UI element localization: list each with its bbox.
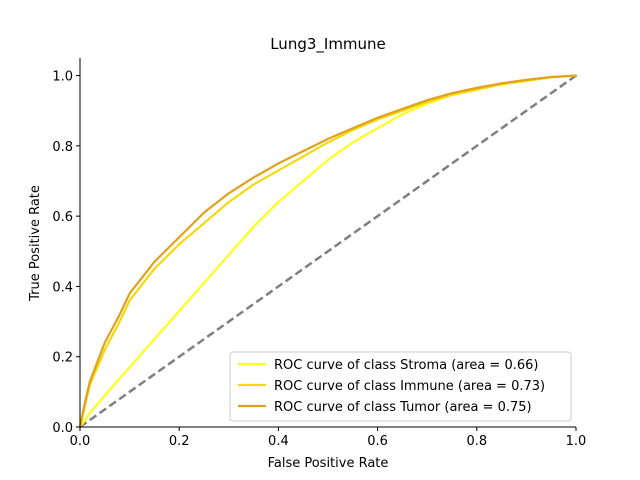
x-axis-label: False Positive Rate (268, 456, 389, 471)
y-tick-label: 1.0 (52, 70, 73, 85)
chance-reference-line (79, 74, 577, 429)
y-axis-label: True Positive Rate (28, 185, 43, 302)
x-tick-label: 0.6 (367, 434, 388, 449)
y-tick-label: 0.2 (52, 351, 73, 366)
y-tick-label: 0.8 (52, 140, 73, 155)
x-ticks: 0.0 0.2 0.4 0.6 0.8 1.0 (70, 427, 587, 449)
plot-area: 0.0 0.2 0.4 0.6 0.8 1.0 0.0 0.2 0.4 0.6 0.8 1.0 (52, 58, 586, 449)
x-tick-label: 0.8 (466, 434, 487, 449)
legend-label: ROC curve of class Tumor (area = 0.75) (274, 400, 532, 415)
legend-label: ROC curve of class Immune (area = 0.73) (274, 379, 545, 394)
roc-curve-1 (78, 74, 578, 429)
x-tick-label: 0.0 (70, 434, 91, 449)
x-tick-label: 0.4 (268, 434, 289, 449)
chart-title: Lung3_Immune (270, 35, 386, 54)
y-tick-label: 0.4 (52, 280, 73, 295)
y-tick-label: 0.0 (52, 421, 73, 436)
x-tick-label: 1.0 (566, 434, 587, 449)
y-tick-label: 0.6 (52, 210, 73, 225)
series-layer (78, 74, 578, 429)
legend-items: ROC curve of class Stroma (area = 0.66) R… (238, 358, 545, 415)
legend-label: ROC curve of class Stroma (area = 0.66) (274, 358, 538, 373)
legend-box (229, 351, 572, 422)
roc-curve-2 (78, 74, 578, 429)
y-ticks: 0.0 0.2 0.4 0.6 0.8 1.0 (52, 70, 80, 436)
legend: ROC curve of class Stroma (area = 0.66) R… (229, 351, 572, 422)
x-tick-label: 0.2 (169, 434, 190, 449)
